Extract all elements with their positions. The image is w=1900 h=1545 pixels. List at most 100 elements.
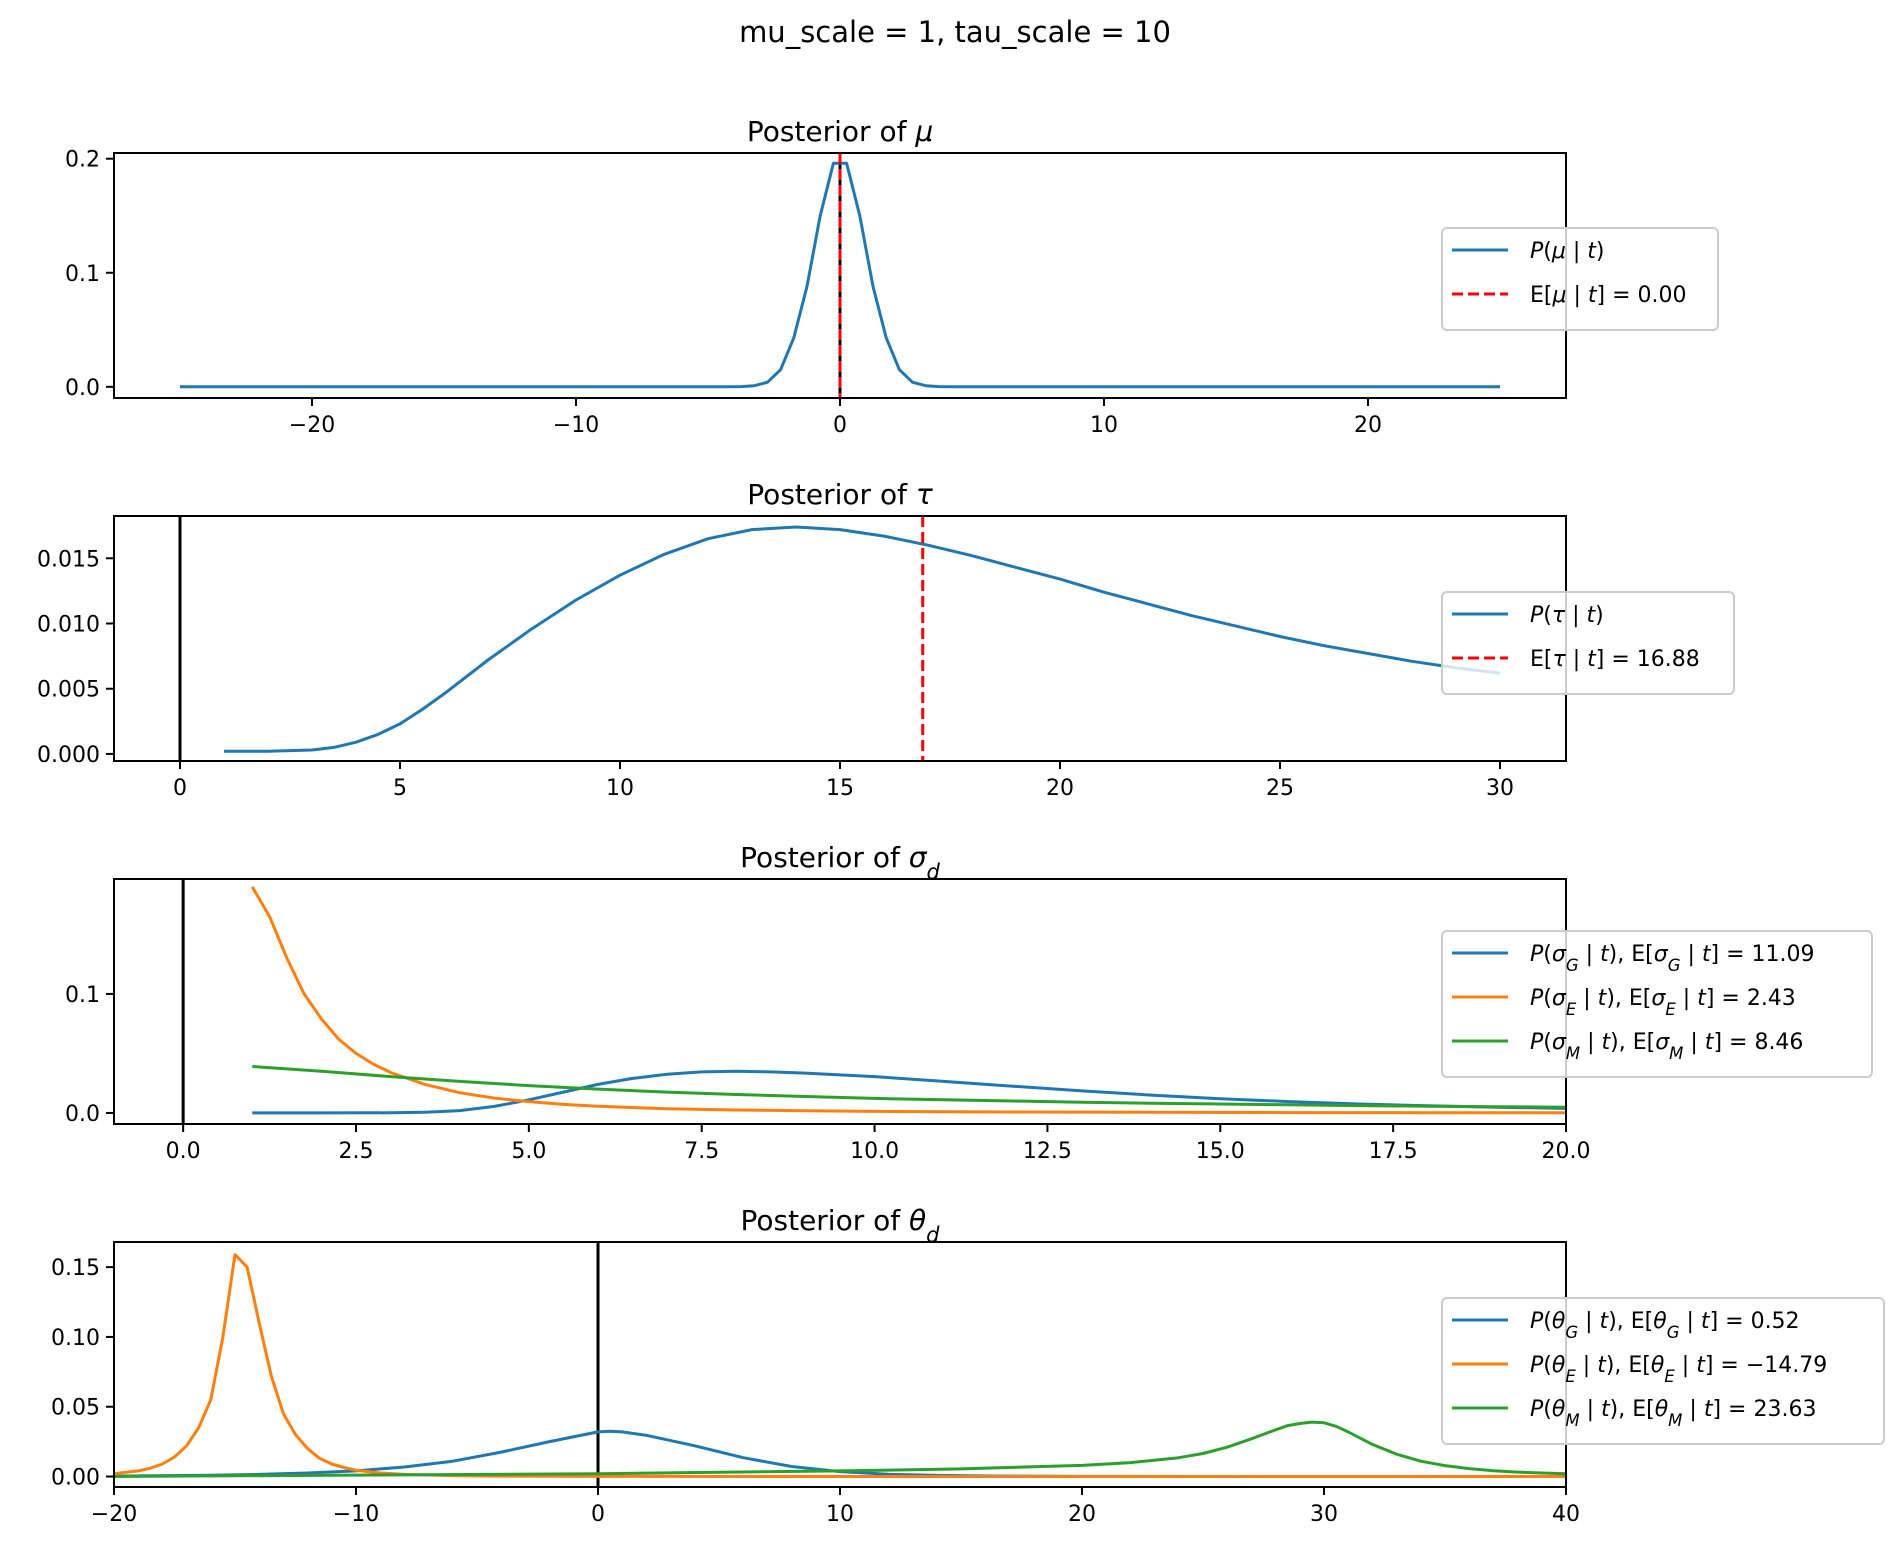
legend-label-part: ), E[ — [1606, 1353, 1651, 1378]
legend: P(τ | t)E[τ | t] = 16.88 — [1441, 591, 1735, 695]
legend-label-part: σ — [1552, 986, 1567, 1011]
legend-label-part: t — [1697, 986, 1707, 1011]
y-tick-label: 0.15 — [51, 1256, 100, 1281]
legend-box — [1441, 1297, 1885, 1445]
axes-title: Posterior of σd​ — [740, 841, 940, 884]
figure-suptitle: mu_scale = 1, tau_scale = 10 — [739, 15, 1171, 49]
legend-label-part: M — [1565, 1411, 1579, 1430]
legend-label-part: | — [1576, 986, 1597, 1011]
x-tick-label: −10 — [553, 413, 599, 438]
legend-label-part: P — [1530, 942, 1544, 967]
axes-title-part: τ — [916, 478, 933, 511]
x-tick-label: 15.0 — [1196, 1139, 1245, 1164]
legend-label-part: ] = 23.63 — [1712, 1397, 1816, 1422]
legend-label-part: t — [1702, 942, 1712, 967]
legend-label-part: ( — [1543, 239, 1552, 264]
x-tick-label: 0 — [591, 1502, 605, 1527]
y-tick-label: 0.010 — [37, 612, 100, 637]
legend-label-part: M — [1669, 1044, 1683, 1063]
legend-label-part: | — [1566, 239, 1587, 264]
x-tick-label: 7.5 — [684, 1139, 719, 1164]
legend-label-part: σ — [1651, 986, 1666, 1011]
legend-box — [1441, 591, 1735, 695]
x-tick-label: 0.0 — [166, 1139, 201, 1164]
legend-label-part: | — [1566, 647, 1587, 672]
axes-title-part: σ — [909, 841, 928, 874]
legend-label-part: ), E[ — [1610, 1030, 1655, 1055]
legend-label-part: θ — [1552, 1309, 1566, 1334]
x-tick-label: 10.0 — [850, 1139, 899, 1164]
x-tick-label: 20 — [1046, 776, 1074, 801]
legend-label-part: t — [1597, 1353, 1607, 1378]
series-line-blue — [224, 525, 1501, 753]
legend-label-part: ( — [1543, 1397, 1552, 1422]
legend-label-part: E[ — [1530, 283, 1552, 308]
x-tick-label: 40 — [1552, 1502, 1580, 1527]
legend-label-part: | — [1579, 942, 1600, 967]
x-tick-label: 10 — [606, 776, 634, 801]
legend-label-part: ] = 11.09 — [1711, 942, 1815, 967]
y-tick-label: 0.10 — [51, 1326, 100, 1351]
legend-label-part: | — [1578, 1309, 1599, 1334]
series-line-orange — [251, 886, 1566, 1115]
legend-label-part: t — [1598, 986, 1608, 1011]
legend-label-part: E — [1565, 1367, 1576, 1386]
legend-label-part: P — [1530, 1309, 1544, 1334]
legend-label-part: t — [1701, 1309, 1711, 1334]
legend-label-part: t — [1601, 1030, 1611, 1055]
axes-title-part: Posterior of — [740, 841, 909, 874]
legend-label-part: | — [1580, 1397, 1601, 1422]
legend-label-part: | — [1676, 986, 1697, 1011]
legend: P(μ | t) E[μ | t] = 0.00 — [1441, 227, 1719, 331]
legend-label: P(σM​ | t), E[σM​ | t] = 8.46 — [1530, 1030, 1803, 1063]
legend-label-part: P — [1530, 603, 1544, 628]
x-tick-label: 12.5 — [1023, 1139, 1072, 1164]
legend-label-part: ] = 2.43 — [1706, 986, 1796, 1011]
axes-title-part: d — [926, 860, 940, 884]
axes-title-part: Posterior of — [747, 478, 916, 511]
legend-label-part: P — [1530, 1353, 1544, 1378]
legend-label-part: | — [1576, 1353, 1597, 1378]
legend-label-part: t — [1704, 1397, 1714, 1422]
x-tick-label: 20 — [1354, 413, 1382, 438]
legend-label-part: σ — [1654, 942, 1669, 967]
legend-label-part: θ — [1651, 1353, 1665, 1378]
x-tick-label: 30 — [1310, 1502, 1338, 1527]
legend-label-part: t — [1600, 942, 1610, 967]
axes-title-part: d — [926, 1223, 940, 1247]
y-tick-label: 0.015 — [37, 547, 100, 572]
y-tick-label: 0.005 — [37, 678, 100, 703]
legend-label-part: ] = 16.88 — [1596, 647, 1700, 672]
legend-label: E[μ | t] = 0.00 — [1530, 283, 1687, 308]
legend-label-part: σ — [1552, 942, 1567, 967]
y-tick-label: 0.2 — [65, 148, 100, 173]
legend-label-part: ), E[ — [1609, 942, 1654, 967]
y-tick-label: 0.1 — [65, 262, 100, 287]
legend-label: P(σG​ | t), E[σG​ | t] = 11.09 — [1530, 942, 1815, 975]
legend-label-part: ( — [1543, 942, 1552, 967]
y-tick-label: 0.000 — [37, 743, 100, 768]
axes-title-part: Posterior of — [740, 1204, 909, 1237]
plot-area — [178, 516, 1501, 761]
legend-label-part: ] = 0.52 — [1710, 1309, 1800, 1334]
legend-label-part: P — [1530, 986, 1544, 1011]
legend-label-part: P — [1530, 1397, 1544, 1422]
legend-label: P(μ | t) — [1530, 239, 1605, 264]
legend-label-part: ( — [1543, 1353, 1552, 1378]
x-tick-label: 2.5 — [339, 1139, 374, 1164]
legend-label-part: E[ — [1530, 647, 1552, 672]
legend-label-part: M — [1668, 1411, 1682, 1430]
x-tick-label: 0 — [833, 413, 847, 438]
plot-area — [180, 153, 1500, 398]
legend-label-part: ( — [1543, 1030, 1552, 1055]
panel-2: Posterior of τ 0 5 10 15 20 25 30 0.000 0.005 0.01… — [37, 478, 1735, 801]
legend-label-part: t — [1588, 283, 1598, 308]
y-tick-label: 0.00 — [51, 1466, 100, 1491]
legend-label-part: P — [1530, 1030, 1544, 1055]
legend-label-part: σ — [1552, 1030, 1567, 1055]
legend-label-part: θ — [1552, 1353, 1566, 1378]
legend-label-part: θ — [1653, 1309, 1667, 1334]
legend-label-part: | — [1566, 283, 1587, 308]
x-tick-label: −20 — [289, 413, 335, 438]
